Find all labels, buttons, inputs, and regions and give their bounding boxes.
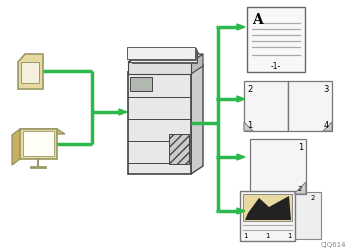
Bar bbox=[293, 192, 321, 239]
Text: 1: 1 bbox=[298, 142, 303, 152]
Polygon shape bbox=[128, 55, 203, 63]
Polygon shape bbox=[245, 196, 291, 220]
Bar bbox=[130, 50, 196, 62]
Bar bbox=[128, 49, 196, 61]
Text: 1: 1 bbox=[287, 232, 292, 238]
Text: 3: 3 bbox=[324, 85, 329, 94]
Polygon shape bbox=[237, 25, 245, 31]
Text: 1: 1 bbox=[247, 120, 252, 130]
Polygon shape bbox=[20, 130, 65, 134]
Bar bbox=[127, 48, 195, 60]
Polygon shape bbox=[237, 154, 245, 160]
Text: 2: 2 bbox=[247, 85, 252, 94]
Bar bbox=[243, 194, 292, 221]
Bar bbox=[21, 63, 39, 84]
Polygon shape bbox=[191, 65, 203, 174]
Bar bbox=[288, 82, 332, 132]
Text: 2: 2 bbox=[311, 194, 315, 200]
Polygon shape bbox=[191, 55, 203, 75]
Bar bbox=[133, 53, 198, 65]
Polygon shape bbox=[128, 65, 203, 73]
Bar bbox=[23, 132, 54, 156]
Polygon shape bbox=[12, 130, 20, 165]
Text: CJQ614: CJQ614 bbox=[321, 241, 346, 247]
Polygon shape bbox=[323, 122, 332, 132]
Polygon shape bbox=[119, 110, 127, 116]
Polygon shape bbox=[294, 182, 306, 194]
Polygon shape bbox=[237, 96, 245, 102]
Bar bbox=[169, 134, 189, 164]
Text: 4: 4 bbox=[324, 120, 329, 130]
Polygon shape bbox=[237, 208, 245, 214]
Bar bbox=[250, 140, 306, 194]
Polygon shape bbox=[244, 122, 253, 132]
Bar bbox=[128, 63, 191, 75]
Bar bbox=[128, 73, 191, 174]
Text: -1-: -1- bbox=[271, 62, 281, 71]
Text: 2: 2 bbox=[298, 185, 302, 191]
Bar bbox=[244, 82, 288, 132]
Polygon shape bbox=[18, 55, 43, 90]
Text: 1: 1 bbox=[243, 232, 247, 238]
Bar bbox=[240, 191, 295, 241]
Bar bbox=[20, 130, 57, 159]
Text: A: A bbox=[252, 13, 263, 27]
Bar bbox=[130, 78, 152, 92]
Text: 1: 1 bbox=[265, 232, 269, 238]
Bar bbox=[132, 52, 197, 64]
Bar bbox=[247, 8, 305, 73]
